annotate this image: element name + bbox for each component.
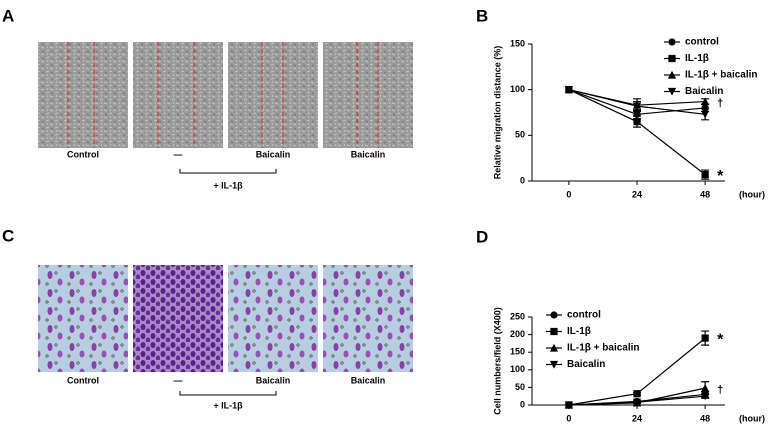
- data-point: [701, 171, 709, 179]
- micrograph: [323, 265, 413, 372]
- data-point: [564, 86, 573, 94]
- annotation: †: [717, 384, 723, 396]
- legend-label: IL-1β + baicalin: [567, 343, 640, 354]
- caption: Baicalin: [256, 149, 291, 159]
- x-axis-label: (hour): [739, 413, 765, 423]
- panel-label: D: [476, 227, 488, 246]
- data-point: [701, 104, 709, 112]
- micrograph: [228, 42, 318, 148]
- annotation: *: [717, 331, 724, 348]
- caption: Baicalin: [351, 149, 386, 159]
- panel-label: A: [2, 6, 14, 25]
- x-tick-label: 24: [632, 413, 642, 423]
- x-tick-label: 24: [632, 189, 642, 199]
- caption: Baicalin: [351, 375, 386, 385]
- x-tick-label: 48: [700, 413, 710, 423]
- y-tick-label: 150: [510, 38, 525, 48]
- annotation: †: [717, 97, 723, 109]
- legend-marker: [550, 327, 558, 336]
- bracket-label: + IL-1β: [213, 400, 243, 410]
- bracket-label: + IL-1β: [213, 180, 243, 190]
- data-point: [632, 398, 642, 407]
- y-tick-label: 50: [515, 382, 525, 392]
- micrograph: [38, 42, 128, 148]
- caption: Baicalin: [256, 375, 291, 385]
- data-point: [701, 110, 710, 119]
- micrographs-c: [38, 265, 413, 372]
- legend-label: Baicalin: [567, 359, 605, 370]
- bracket: [179, 169, 277, 174]
- caption: Control: [67, 375, 99, 385]
- y-tick-label: 0: [520, 399, 525, 409]
- micrograph: [38, 265, 128, 372]
- data-point: [701, 384, 710, 392]
- legend-marker: [550, 311, 558, 319]
- panel-label: B: [476, 6, 488, 25]
- legend-marker: [667, 87, 677, 96]
- wound-edges: [67, 42, 379, 148]
- data-point: [701, 392, 710, 401]
- data-point: [701, 334, 709, 342]
- data-point: [632, 102, 642, 111]
- y-tick-label: 0: [520, 175, 525, 185]
- data-point: [564, 401, 573, 410]
- y-axis-label: Relative migration distance (%): [492, 46, 502, 180]
- micrograph: [323, 42, 413, 148]
- micrographs-a: [38, 42, 413, 148]
- legend-label: control: [685, 37, 719, 48]
- caption: —: [174, 375, 183, 385]
- y-tick-label: 150: [510, 347, 525, 357]
- legend-label: Baicalin: [685, 86, 723, 97]
- y-axis-label: Cell numbers/field (X400): [492, 307, 502, 415]
- x-tick-label: 0: [566, 189, 571, 199]
- caption: —: [174, 149, 183, 159]
- x-axis-label: (hour): [739, 189, 765, 199]
- legend-marker: [668, 38, 676, 46]
- x-tick-label: 0: [566, 413, 571, 423]
- panel-label: C: [2, 226, 14, 245]
- legend-marker: [668, 54, 676, 63]
- caption: Control: [67, 149, 99, 159]
- y-tick-label: 100: [510, 364, 525, 374]
- annotation: *: [717, 168, 724, 185]
- y-tick-label: 50: [515, 130, 525, 140]
- legend-label: IL-1β: [685, 53, 709, 64]
- micrograph: [228, 265, 318, 372]
- legend-label: IL-1β + baicalin: [685, 70, 758, 81]
- data-point: [633, 118, 641, 126]
- legend-marker: [549, 360, 559, 369]
- legend-marker: [549, 343, 559, 352]
- y-tick-label: 250: [510, 311, 525, 321]
- data-point: [633, 390, 641, 398]
- micrograph: [133, 265, 223, 372]
- x-tick-label: 48: [700, 189, 710, 199]
- bracket: [179, 391, 277, 396]
- data-point: [701, 97, 710, 106]
- y-tick-label: 200: [510, 329, 525, 339]
- legend-label: IL-1β: [567, 326, 591, 337]
- legend-marker: [667, 70, 677, 79]
- y-tick-label: 100: [510, 84, 525, 94]
- legend-label: control: [567, 310, 601, 321]
- micrograph: [133, 42, 223, 148]
